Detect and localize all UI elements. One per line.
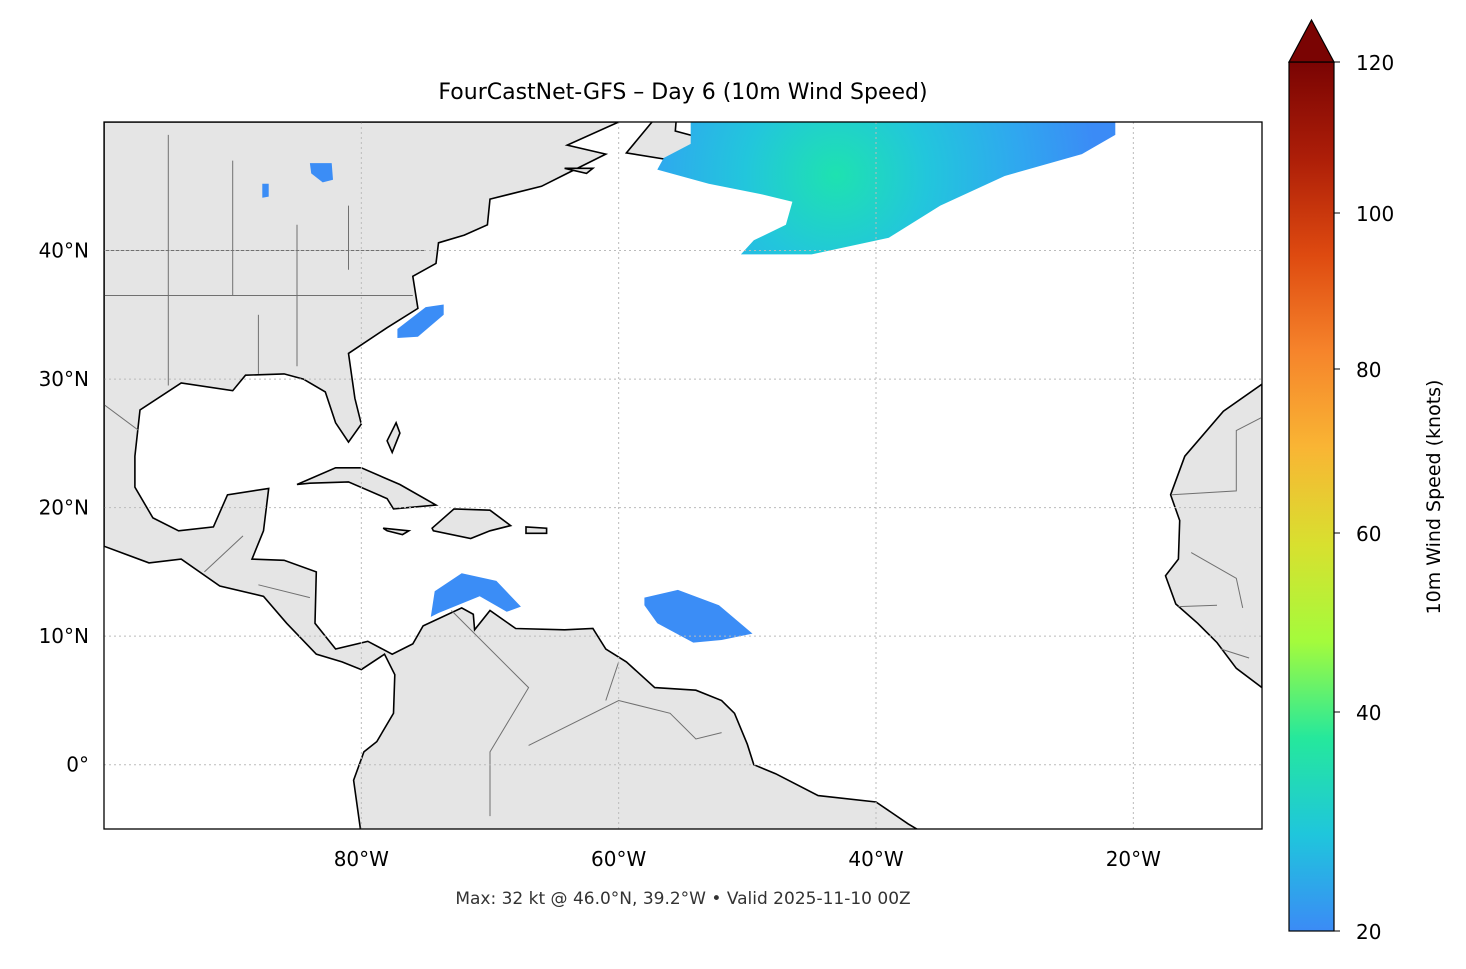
x-tick-label: 60°W: [591, 847, 646, 871]
y-tick-label: 40°N: [39, 239, 89, 263]
wind-region: [644, 589, 753, 643]
borders-layer: [104, 134, 1262, 817]
colorbar-bar: [1288, 61, 1335, 932]
country-border: [1171, 416, 1262, 496]
colorbar-tick-label: 120: [1356, 51, 1394, 75]
country-border: [605, 661, 620, 701]
y-tick-label: 0°: [66, 753, 89, 777]
country-border: [204, 535, 244, 573]
land-jamaica: [382, 527, 412, 536]
x-tick-labels: 80°W 60°W 40°W 20°W: [334, 847, 1161, 871]
colorbar-tick-label: 20: [1356, 920, 1381, 944]
land-cuba: [296, 466, 439, 510]
wind-region: [397, 304, 444, 338]
map-area: [104, 122, 1262, 829]
wind-region: [430, 573, 521, 617]
colorbar: 120 100 80 60 40 20: [1287, 18, 1394, 944]
y-tick-label: 30°N: [39, 367, 89, 391]
chart-title: FourCastNet-GFS – Day 6 (10m Wind Speed): [438, 80, 927, 105]
colorbar-tick-label: 40: [1356, 701, 1381, 725]
country-border: [1178, 604, 1218, 608]
wind-layer: [262, 122, 1116, 643]
x-tick-label: 20°W: [1106, 847, 1161, 871]
wind-region: [262, 183, 269, 198]
gridlines: [104, 122, 1262, 829]
country-border: [528, 699, 722, 746]
x-tick-label: 40°W: [848, 847, 903, 871]
country-border: [104, 403, 139, 431]
land-nova-scotia-pei: [564, 167, 596, 175]
country-border: [1220, 648, 1250, 659]
land-bahamas: [386, 420, 401, 455]
land-hispaniola: [431, 508, 513, 540]
footer-max-info: Max: 32 kt @ 46.0°N, 39.2°W • Valid 2025…: [455, 889, 910, 909]
country-border: [451, 610, 530, 817]
colorbar-tick-label: 80: [1356, 358, 1381, 382]
land-americas: [104, 122, 919, 829]
colorbar-tick-label: 60: [1356, 522, 1381, 546]
x-tick-label: 80°W: [334, 847, 389, 871]
land-africa: [1164, 383, 1262, 689]
y-tick-label: 20°N: [39, 496, 89, 520]
country-border: [1190, 552, 1244, 609]
map-frame: [103, 121, 1263, 830]
colorbar-tick-label: 100: [1356, 202, 1394, 226]
colorbar-label: 10m Wind Speed (knots): [1423, 380, 1445, 615]
country-border: [258, 584, 311, 599]
y-tick-labels: 40°N 30°N 20°N 10°N 0°: [39, 239, 89, 777]
land-puerto-rico: [525, 526, 548, 535]
y-tick-label: 10°N: [39, 624, 89, 648]
wind-region: [309, 163, 333, 183]
colorbar-extend-arrow: [1287, 18, 1336, 63]
wind-region: [657, 122, 1116, 255]
